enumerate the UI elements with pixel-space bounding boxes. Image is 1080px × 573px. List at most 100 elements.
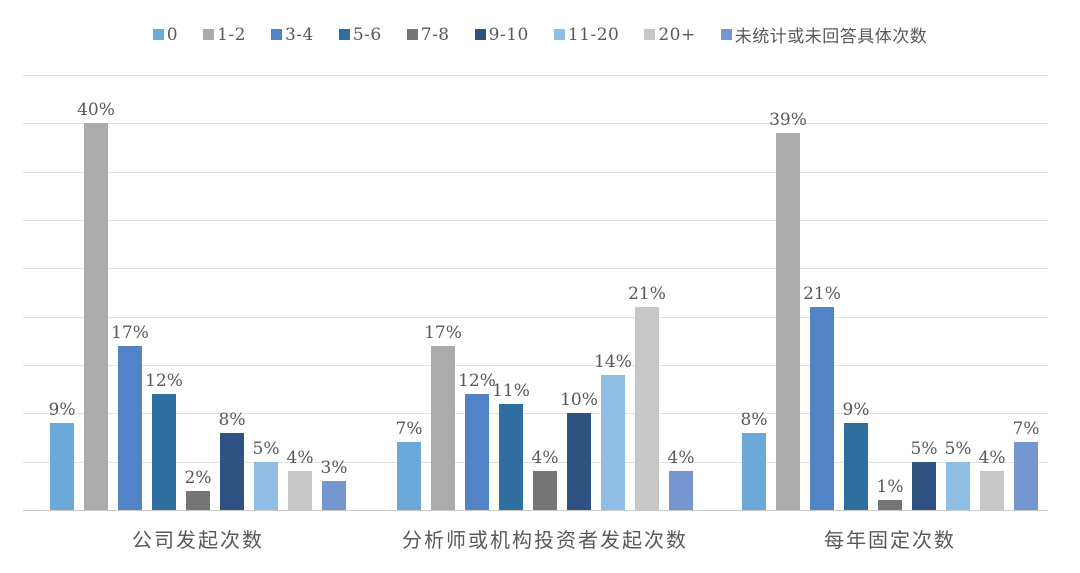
bar-11-20-0: 5% (253, 440, 279, 510)
bar-value-label: 5% (910, 438, 938, 459)
bar-value-label: 40% (77, 100, 115, 121)
bar-3-4-2: 21% (803, 286, 841, 510)
bar-value-label: 39% (769, 110, 807, 130)
gridline-15 (23, 365, 1048, 366)
legend-swatch-icon (152, 29, 164, 40)
gridline-30 (23, 220, 1048, 221)
chart-legend: 0 1-2 3-4 5-6 7-8 9-10 11-20 20+ 未统计或未回答具体次数 (0, 22, 1080, 47)
category-label-0: 公司发起次数 (132, 528, 264, 552)
legend-label: 3-4 (284, 24, 314, 45)
bar-value-label: 7% (1012, 419, 1040, 440)
category-label-1: 分析师或机构投资者发起次数 (402, 528, 688, 552)
bar-value-label: 4% (978, 448, 1006, 469)
bar-value-label: 8% (218, 409, 246, 430)
plot-area: 9% 40% 17% 12% 2% 8% 5% 4% 3% 7% 17% 12% 11% 4% 10% 14%… (23, 75, 1048, 511)
gridline-35 (23, 171, 1048, 173)
legend-item-7: 20+ (644, 25, 695, 45)
bar-value-label: 21% (803, 284, 841, 304)
legend-label: 11-20 (567, 24, 620, 45)
bar-未统计或未回答具体次数-0: 3% (321, 460, 347, 510)
legend-label: 7-8 (420, 24, 450, 45)
bar-value-label: 4% (286, 448, 314, 469)
legend-item-1: 1-2 (203, 25, 246, 45)
bar-value-label: 9% (48, 400, 76, 420)
bar-11-20-1: 14% (594, 353, 632, 510)
bar-3-4-1: 12% (458, 373, 496, 510)
legend-swatch-icon (644, 29, 656, 40)
bar-value-label: 21% (628, 284, 666, 304)
bar-value-label: 3% (320, 458, 348, 478)
legend-item-8: 未统计或未回答具体次数 (720, 22, 928, 47)
bar-value-label: 8% (740, 409, 768, 430)
bar-group-2: 8% 39% 21% 9% 1% 5% 5% 4% 7% (741, 75, 1039, 510)
gridline-45 (23, 75, 1048, 76)
bar-value-label: 9% (842, 400, 870, 420)
legend-item-6: 11-20 (553, 24, 620, 45)
legend-swatch-icon (203, 29, 215, 40)
legend-label: 0 (166, 24, 179, 45)
gridline-5 (23, 461, 1048, 463)
bar-1-2-1: 17% (424, 324, 462, 510)
legend-swatch-icon (553, 29, 565, 40)
bar-0-1: 7% (396, 421, 422, 510)
legend-swatch-icon (720, 29, 732, 40)
bar-20+-2: 4% (979, 450, 1005, 510)
bar-value-label: 10% (560, 390, 598, 411)
bar-value-label: 17% (424, 322, 462, 343)
category-label-2: 每年固定次数 (824, 528, 956, 552)
bar-未统计或未回答具体次数-2: 7% (1013, 421, 1039, 510)
bar-7-8-1: 4% (532, 450, 558, 510)
bar-0-0: 9% (49, 402, 75, 510)
bar-value-label: 2% (184, 467, 212, 488)
legend-item-5: 9-10 (474, 24, 529, 45)
bar-9-10-1: 10% (560, 392, 598, 510)
legend-swatch-icon (406, 29, 418, 40)
legend-swatch-icon (338, 29, 350, 40)
gridline-25 (23, 268, 1048, 270)
bar-group-0: 9% 40% 17% 12% 2% 8% 5% 4% 3% (49, 75, 347, 510)
legend-item-4: 7-8 (406, 24, 450, 45)
bar-value-label: 12% (145, 371, 183, 391)
bar-3-4-0: 17% (111, 324, 149, 510)
bar-20+-0: 4% (287, 450, 313, 510)
gridline-20 (23, 316, 1048, 318)
bar-9-10-0: 8% (219, 411, 245, 510)
bar-7-8-0: 2% (185, 469, 211, 510)
legend-label: 未统计或未回答具体次数 (734, 27, 928, 47)
legend-item-2: 3-4 (270, 24, 314, 45)
bar-1-2-0: 40% (77, 102, 115, 510)
bar-11-20-2: 5% (945, 440, 971, 510)
bar-5-6-1: 11% (492, 382, 530, 510)
legend-item-3: 5-6 (338, 24, 382, 45)
bar-value-label: 17% (111, 322, 149, 343)
bar-1-2-2: 39% (769, 112, 807, 510)
bar-5-6-0: 12% (145, 373, 183, 510)
bar-0-2: 8% (741, 411, 767, 510)
gridline-10 (23, 413, 1048, 415)
bar-7-8-2: 1% (877, 479, 903, 510)
legend-label: 9-10 (488, 24, 529, 45)
x-axis-line (23, 510, 1048, 511)
bar-value-label: 4% (667, 448, 695, 469)
bar-未统计或未回答具体次数-1: 4% (668, 450, 694, 510)
bar-value-label: 7% (395, 419, 423, 440)
bar-5-6-2: 9% (843, 402, 869, 510)
legend-label: 5-6 (352, 24, 382, 45)
bar-value-label: 1% (876, 477, 904, 498)
bar-group-1: 7% 17% 12% 11% 4% 10% 14% 21% 4% (396, 75, 694, 510)
legend-label: 20+ (658, 24, 696, 45)
bar-value-label: 5% (944, 438, 972, 459)
bar-value-label: 14% (594, 351, 632, 372)
bar-20+-1: 21% (628, 286, 666, 510)
legend-item-0: 0 (152, 24, 179, 45)
bar-9-10-2: 5% (911, 440, 937, 510)
legend-swatch-icon (270, 29, 282, 40)
legend-label: 1-2 (217, 24, 246, 45)
gridline-40 (23, 123, 1048, 125)
bar-value-label: 4% (531, 448, 559, 469)
legend-swatch-icon (474, 29, 486, 40)
bar-value-label: 12% (458, 371, 496, 391)
bar-value-label: 11% (492, 380, 530, 401)
bar-value-label: 5% (252, 438, 280, 459)
